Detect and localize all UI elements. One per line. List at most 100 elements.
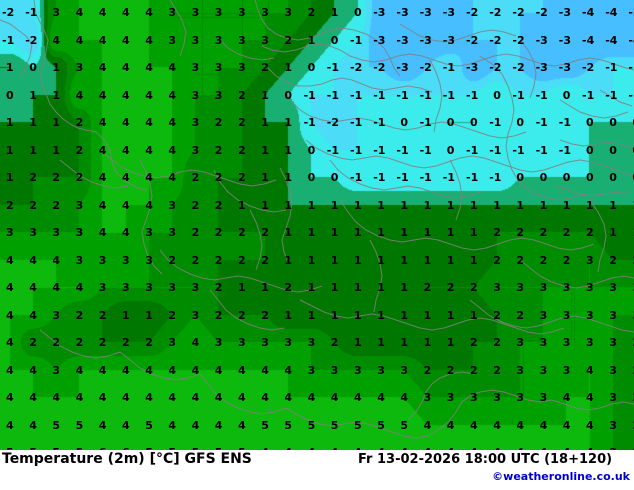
grid-value-label: 0 [586, 171, 594, 184]
grid-value-label: 1 [354, 281, 362, 294]
grid-value-label: -3 [396, 61, 409, 74]
weather-map[interactable]: -2 -1 3 4 4 4 4 3 3 3 3 3 3 2 1 0 -3 -3 -3 -3 -2 -2 -2 -2 -3 -4 -4… [0, 0, 634, 450]
grid-value-label: 1 [400, 336, 409, 349]
border-path [369, 239, 383, 313]
grid-value-label: 5 [238, 447, 246, 450]
grid-value-label: 3 [586, 281, 594, 294]
grid-value-label: 4 [75, 391, 84, 404]
grid-value-label: 3 [609, 363, 617, 377]
grid-value-label: 4 [238, 418, 246, 432]
border-path [279, 167, 293, 263]
grid-value-label: 3 [145, 281, 153, 294]
grid-value-label: 1 [261, 88, 269, 102]
grid-value-label: -1 [350, 143, 363, 157]
grid-value-label: -2 [582, 61, 595, 74]
grid-value-label: -1 [373, 116, 386, 129]
grid-value-label: 3 [52, 226, 61, 239]
grid-value-label: 4 [122, 418, 130, 432]
grid-value-label: 3 [539, 308, 548, 322]
grid-value-label: 5 [145, 418, 153, 432]
grid-value-label: 2 [122, 336, 130, 349]
grid-value-label: 2 [75, 171, 84, 184]
grid-value-label: 2 [214, 253, 223, 267]
grid-value-label: 3 [75, 226, 84, 239]
grid-value-label: -2 [489, 6, 502, 19]
grid-value-label: 3 [516, 363, 525, 377]
border-path [99, 149, 277, 187]
grid-value-label: 0 [609, 143, 617, 157]
grid-value-label: 3 [168, 33, 177, 47]
grid-value-label: 3 [191, 61, 200, 74]
grid-value-label: 2 [29, 336, 37, 349]
grid-value-label: -3 [558, 6, 572, 19]
grid-value-label: 2 [446, 363, 455, 377]
grid-value-label: 4 [145, 198, 153, 212]
grid-value-label: 4 [540, 447, 548, 450]
grid-value-label: 2 [98, 336, 107, 349]
grid-value-label: 3 [562, 363, 571, 377]
grid-value-label: 2 [238, 171, 246, 184]
grid-value-label: 0 [586, 116, 594, 129]
grid-value-label: 1 [516, 198, 525, 212]
grid-value-label: 5 [261, 418, 269, 432]
grid-value-label: 1 [400, 281, 409, 294]
grid-value-label: 4 [330, 391, 339, 404]
grid-value-label: -3 [535, 33, 548, 47]
grid-value-label: -1 [442, 171, 456, 184]
grid-value-label: 4 [214, 363, 223, 377]
grid-value-label: 4 [145, 116, 153, 129]
grid-value-label: 3 [52, 363, 61, 377]
grid-value-label: 4 [29, 418, 37, 432]
border-path [213, 169, 287, 213]
grid-value-label: 1 [307, 226, 316, 239]
grid-value-label: 4 [586, 447, 594, 450]
grid-value-label: -2 [512, 33, 525, 47]
grid-value-label: 4 [354, 391, 362, 404]
grid-value-label: 4 [284, 447, 292, 450]
grid-value-label: 2 [632, 337, 634, 348]
grid-value-label: -3 [466, 61, 479, 74]
grid-value-label: 2 [75, 143, 84, 157]
grid-value-label: 0 [609, 171, 617, 184]
grid-value-label: 4 [122, 363, 130, 377]
grid-value-label: 4 [122, 61, 130, 74]
grid-value-label: 4 [6, 281, 14, 294]
grid-value-label: 1 [330, 198, 339, 212]
border-path [254, 0, 401, 77]
grid-value-label: 5 [75, 418, 84, 432]
grid-value-label: 2 [539, 226, 548, 239]
grid-value-label: -1 [489, 116, 502, 129]
grid-value-label: 3 [52, 308, 61, 322]
grid-value-label: -1 [2, 33, 15, 47]
grid-value-label: 2 [214, 143, 223, 157]
grid-value-label: 5 [52, 447, 60, 450]
grid-value-label: 4 [586, 418, 594, 432]
border-path [199, 373, 287, 415]
border-path [285, 407, 429, 439]
border-path [39, 329, 121, 359]
border-path [519, 39, 537, 99]
grid-value-label: 0 [632, 145, 634, 156]
grid-value-label: 4 [52, 33, 61, 47]
grid-value-label: 3 [609, 308, 617, 322]
grid-value-label: 1 [470, 226, 478, 239]
grid-value-label: 2 [238, 253, 246, 267]
grid-value-label: -2 [512, 61, 525, 74]
grid-value-label: -1 [396, 143, 409, 157]
grid-value-label: 1 [446, 198, 455, 212]
grid-value-label: -1 [582, 88, 595, 102]
grid-value-label: 4 [29, 253, 37, 267]
grid-value-label: 0 [516, 116, 525, 129]
grid-value-label: -1 [466, 143, 479, 157]
grid-value-label: 2 [238, 88, 246, 102]
grid-value-label: 5 [145, 447, 153, 450]
grid-value-label: 3 [470, 391, 478, 404]
grid-value-label: 2 [330, 336, 339, 349]
grid-value-label: 4 [145, 61, 153, 74]
grid-value-label: 4 [493, 418, 501, 432]
grid-value-label: 1 [632, 200, 634, 211]
grid-value-label: 2 [446, 281, 455, 294]
grid-value-label: 0 [330, 171, 339, 184]
grid-value-label: 1 [470, 308, 478, 322]
grid-value-label: 1 [52, 116, 61, 129]
